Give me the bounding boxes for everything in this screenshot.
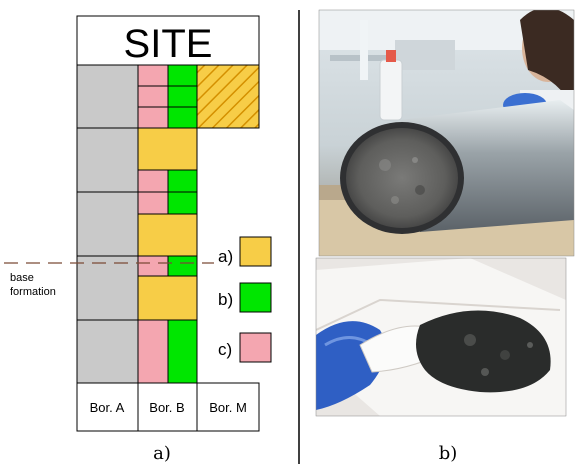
caption-left: a) [153, 443, 171, 464]
site-header-text: SITE [124, 22, 213, 66]
base-formation-label-line-1: base [10, 272, 34, 284]
legend-swatch-b [239, 282, 272, 313]
site-header-box [76, 15, 260, 66]
column-label-row: Bor. A Bor. B Bor. M [76, 382, 260, 432]
bor-m-column [196, 64, 260, 129]
base-formation-label-line-2: formation [10, 286, 56, 298]
soil-core-photo [318, 9, 575, 257]
column-label-bor-m: Bor. M [209, 400, 247, 415]
legend-key-c: c) [218, 340, 232, 359]
caption-right: b) [439, 443, 458, 464]
column-label-bor-b: Bor. B [149, 400, 184, 415]
bor-b-column [137, 64, 198, 384]
legend-key-b: b) [218, 290, 233, 309]
legend-swatch-a [239, 236, 272, 267]
legend-swatch-c [239, 332, 272, 363]
soil-sample-on-spatula-photo [315, 257, 567, 417]
legend-key-a: a) [218, 247, 233, 266]
bor-a-column [76, 64, 139, 384]
legend: a) b) c) [218, 236, 272, 363]
column-label-bor-a: Bor. A [90, 400, 125, 415]
